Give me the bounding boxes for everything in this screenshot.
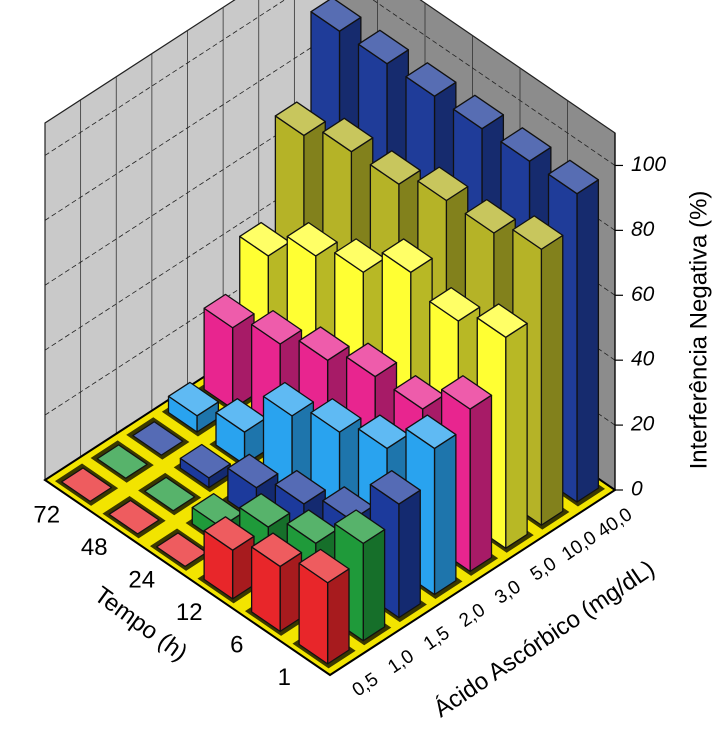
bar-top <box>144 476 196 512</box>
bar <box>298 548 350 665</box>
y-tick-label: 40,0 <box>594 504 636 542</box>
bar-right-face <box>398 489 421 619</box>
bar-top <box>393 375 445 410</box>
y-tick-label: 5,0 <box>527 553 561 585</box>
bar-top <box>500 127 552 162</box>
bar <box>144 476 196 512</box>
bar-right-face <box>326 568 350 665</box>
y-tick-label: 3,0 <box>491 576 525 608</box>
z-tick-label: 100 <box>631 153 666 176</box>
y-tick-label: 1,0 <box>384 646 418 678</box>
bar-top <box>452 94 505 130</box>
bar-top <box>239 493 291 528</box>
bar-top <box>262 381 315 417</box>
z-axis-title: Interferência Negativa (%) <box>685 191 712 470</box>
x-tick-label: 1 <box>278 664 291 691</box>
x-tick-label: 24 <box>128 567 155 594</box>
grid-line <box>44 0 616 166</box>
bar <box>96 444 148 479</box>
bar-right-face <box>231 313 255 410</box>
bar-top <box>155 532 208 568</box>
y-tick-label: 0,5 <box>349 669 383 701</box>
bar <box>108 499 160 535</box>
bar-top <box>298 326 350 361</box>
bar-top <box>132 421 184 456</box>
bar-right-face <box>362 528 386 642</box>
bar-top <box>179 443 231 479</box>
bar <box>250 532 303 633</box>
bar-top <box>357 29 410 65</box>
bar-top <box>345 342 398 378</box>
bar-top <box>405 62 457 97</box>
bar-top <box>476 303 528 338</box>
bar-top <box>464 198 516 234</box>
bar-top <box>405 414 457 450</box>
bar-top <box>440 375 493 410</box>
bar-top <box>322 486 374 521</box>
bar-right-face <box>469 394 493 573</box>
bar-right-face <box>505 322 528 549</box>
z-tick-label: 40 <box>631 348 655 371</box>
x-tick-label: 12 <box>176 599 203 626</box>
bar-right-face <box>540 234 564 526</box>
bar-top <box>381 238 433 273</box>
bar-top <box>429 286 481 322</box>
bar <box>155 532 208 568</box>
bar <box>167 381 220 433</box>
bar-top <box>60 467 113 503</box>
plot: 0 20 40 60 80 100 1 6 12 24 48 72 0,51,01,52,03,05,0… <box>33 0 666 701</box>
x-tick-label: 6 <box>230 632 243 659</box>
bar-top <box>96 444 148 479</box>
bar-top <box>274 469 326 505</box>
bar <box>179 443 231 489</box>
x-tick-label: 48 <box>81 534 108 561</box>
y-tick-label: 10,0 <box>558 527 600 565</box>
bar-top <box>108 499 160 535</box>
bar-top <box>310 0 362 32</box>
z-tick-label: 80 <box>631 218 655 241</box>
bar-top <box>239 221 291 257</box>
bar <box>132 421 184 456</box>
bar-top <box>286 221 338 257</box>
bar <box>203 516 255 600</box>
bar-top <box>203 293 255 329</box>
x-tick-label: 72 <box>33 502 60 529</box>
y-tick-label: 1,5 <box>420 623 454 655</box>
bar-right-face <box>433 433 457 596</box>
bar-top <box>215 398 267 433</box>
bar-top <box>334 238 386 273</box>
bar-top <box>298 548 350 584</box>
bar-top <box>191 492 243 528</box>
bar-top <box>310 398 362 433</box>
bar-top <box>203 516 255 551</box>
z-tick-label: 20 <box>630 413 655 436</box>
bar-top <box>322 117 374 153</box>
bar-top <box>227 453 279 489</box>
bar-top <box>512 215 564 250</box>
bar-top <box>369 150 421 185</box>
bar-top <box>417 166 469 202</box>
bar-top <box>250 532 303 568</box>
bar-top <box>167 381 220 417</box>
bar-right-face <box>576 179 600 503</box>
bar-top <box>547 159 600 195</box>
z-tick-label: 0 <box>631 478 643 501</box>
bar <box>203 293 255 410</box>
bar <box>215 398 267 466</box>
bar-top <box>357 414 410 450</box>
bar-top <box>250 309 303 345</box>
y-tick-label: 2,0 <box>456 600 490 632</box>
bar-top <box>274 101 326 137</box>
bar-top <box>369 470 421 505</box>
bar-top <box>334 509 386 545</box>
bar-top <box>286 509 338 544</box>
bar <box>60 467 113 503</box>
z-tick-label: 60 <box>631 283 655 306</box>
